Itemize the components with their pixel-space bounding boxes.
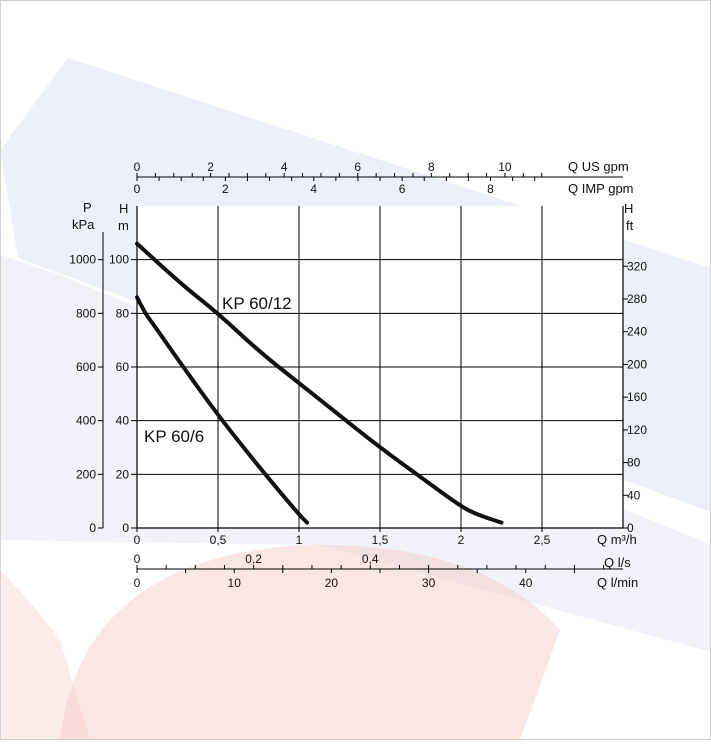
tick-label-ls: 0 [134,552,141,566]
tick-label-kpa: 1000 [69,253,96,267]
tick-label-m: 80 [116,306,130,320]
x-axis-label-impgpm: Q IMP gpm [568,181,634,196]
tick-label-usgpm: 6 [354,160,361,174]
tick-label-ls: 0,2 [245,552,262,566]
tick-label-kpa: 400 [76,414,96,428]
tick-label-kpa: 0 [89,521,96,535]
tick-label-usgpm: 4 [281,160,288,174]
tick-label-ft: 80 [627,456,641,470]
tick-label-impgpm: 2 [222,182,229,196]
tick-label-kpa: 600 [76,360,96,374]
tick-label-ft: 200 [627,357,647,371]
tick-label-usgpm: 10 [498,160,512,174]
tick-label-m3h: 2 [458,533,465,547]
grid-lines [137,206,623,528]
tick-label-lmin: 0 [134,576,141,590]
y-axis-top-label-kpa: P [83,200,92,215]
x-axis-label-lmin: Q l/min [597,575,638,590]
tick-label-kpa: 200 [76,467,96,481]
tick-label-ft: 240 [627,325,647,339]
tick-label-m: 60 [116,360,130,374]
tick-label-m: 40 [116,414,130,428]
y-axis-label-kpa: kPa [72,217,95,232]
y-axis-label-m: m [118,218,129,233]
curves [135,241,504,525]
tick-label-m: 100 [109,253,129,267]
tick-label-m: 20 [116,467,130,481]
tick-label-impgpm: 6 [399,182,406,196]
tick-label-lmin: 20 [325,576,339,590]
axes [98,173,628,573]
tick-label-m: 0 [122,521,129,535]
tick-label-lmin: 10 [228,576,242,590]
tick-label-m3h: 1,5 [372,533,389,547]
y-axis-top-label-ft: H [624,201,633,216]
watermark-edge-orange [0,570,90,740]
tick-label-impgpm: 8 [487,182,494,196]
curve-label-kp-60-6: KP 60/6 [144,427,204,446]
tick-label-ls: 0,4 [362,552,379,566]
tick-label-ft: 40 [627,488,641,502]
tick-label-m3h: 0 [134,533,141,547]
tick-label-ft: 0 [627,521,634,535]
tick-label-impgpm: 0 [134,182,141,196]
tick-label-lmin: 40 [519,576,533,590]
tick-label-usgpm: 2 [207,160,214,174]
tick-label-m3h: 0,5 [210,533,227,547]
tick-label-ft: 280 [627,292,647,306]
curve-kp-60-6 [135,295,310,525]
tick-label-usgpm: 0 [134,160,141,174]
tick-label-usgpm: 8 [428,160,435,174]
x-axis-label-m3h: Q m³/h [597,532,637,547]
tick-label-kpa: 800 [76,306,96,320]
watermark-circle-orange [60,544,560,740]
tick-label-ft: 120 [627,423,647,437]
curve-kp-60-12 [135,241,504,525]
x-axis-label-usgpm: Q US gpm [568,159,629,174]
y-axis-label-ft: ft [626,218,634,233]
tick-label-m3h: 2,5 [534,533,551,547]
tick-label-lmin: 30 [422,576,436,590]
y-axis-top-label-m: H [119,201,128,216]
curve-label-kp-60-12: KP 60/12 [222,294,292,313]
tick-label-ft: 160 [627,390,647,404]
tick-label-ft: 320 [627,259,647,273]
x-axis-label-ls: Q l/s [604,555,631,570]
tick-label-impgpm: 4 [310,182,317,196]
tick-label-m3h: 1 [296,533,303,547]
